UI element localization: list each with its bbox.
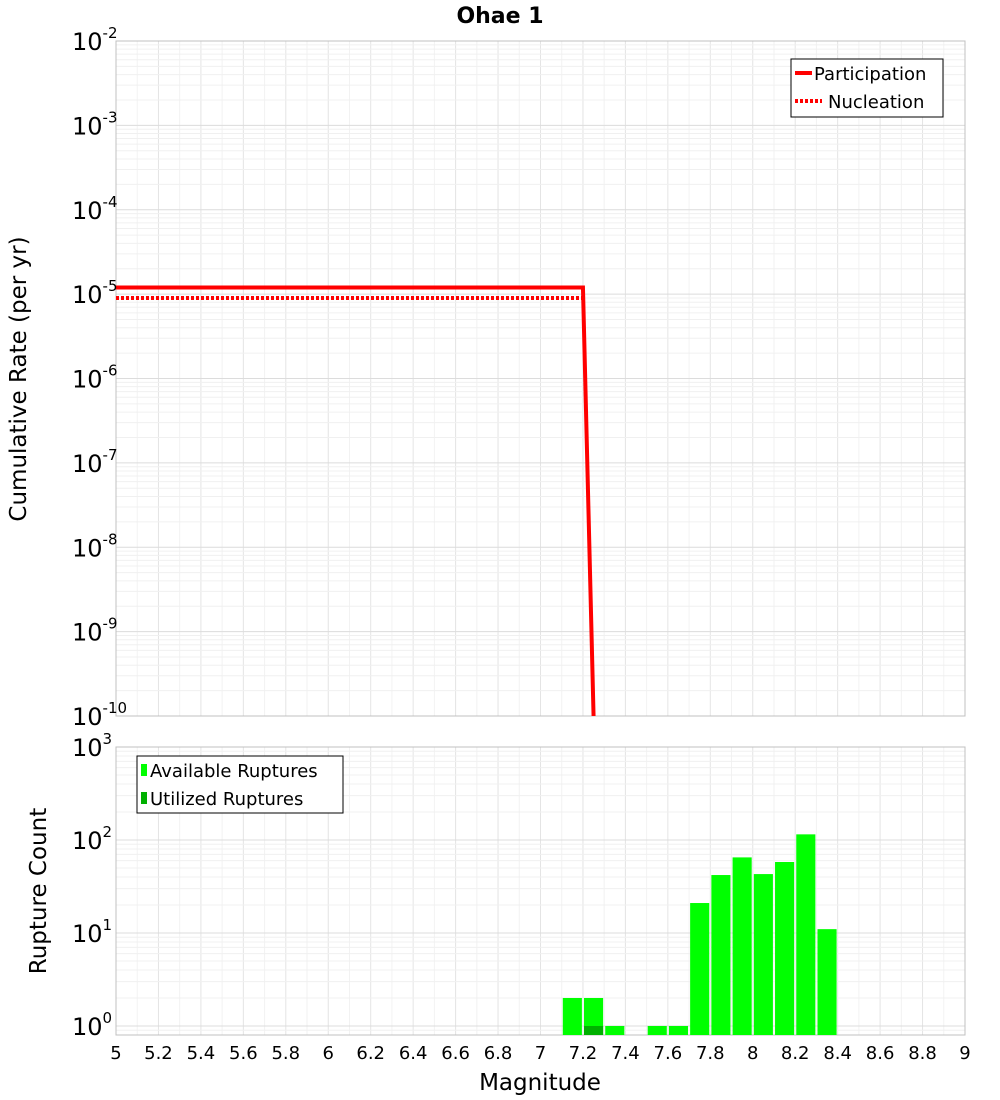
x-tick-label: 7.2 [569,1043,598,1064]
available-rupture-bar [647,1025,667,1035]
x-tick-label: 6.6 [441,1043,470,1064]
available-ruptures-legend-label: Available Ruptures [150,761,318,782]
available-rupture-bar [711,875,731,1035]
x-tick-label: 6.2 [356,1043,385,1064]
x-tick-label: 8.8 [908,1043,937,1064]
bottom-legend: Available Ruptures Utilized Ruptures [136,755,344,814]
bottom-plot-bars [562,834,837,1035]
x-tick-label: 5.2 [144,1043,173,1064]
top-y-tick-label: 10-3 [72,108,118,140]
top-y-axis-label: Cumulative Rate (per yr) [6,236,32,521]
x-tick-label: 8.6 [866,1043,895,1064]
x-tick-label: 7.8 [696,1043,725,1064]
x-tick-label: 5 [110,1043,121,1064]
available-rupture-bar [753,874,773,1035]
x-axis-ticks: 5 5.2 5.4 5.6 5.8 6 6.2 6.4 6.6 6.8 7 7.2 7.4 7.6 7.8 8… [110,1043,970,1064]
bottom-y-axis-label: Rupture Count [26,808,52,974]
available-rupture-bar [668,1025,689,1035]
x-tick-label: 6.8 [484,1043,513,1064]
available-rupture-bar [796,834,816,1035]
available-rupture-bar [775,861,795,1035]
top-legend: Participation Nucleation [790,58,944,118]
top-y-tick-label: 10-7 [72,446,118,478]
x-tick-label: 5.6 [229,1043,258,1064]
top-y-tick-label: 10-5 [72,277,118,309]
utilized-ruptures-legend-label: Utilized Ruptures [150,789,303,810]
bottom-y-tick-label: 101 [72,916,112,948]
bottom-plot-y-ticks: 100 101 102 103 [72,730,112,1041]
top-y-tick-label: 10-10 [72,699,127,731]
x-tick-label: 6 [323,1043,334,1064]
x-tick-label: 7 [535,1043,546,1064]
x-tick-label: 7.6 [654,1043,683,1064]
top-y-tick-label: 10-9 [72,615,118,647]
participation-line [116,285,596,717]
available-rupture-bar [605,1025,625,1035]
top-y-tick-label: 10-6 [72,362,118,394]
available-rupture-bar [562,997,582,1035]
bottom-plot-frame [115,746,966,1036]
top-plot-y-ticks: 10-10 10-9 10-8 10-7 10-6 10-5 10-4 10-3 10-2 [72,24,127,731]
x-tick-label: 8 [747,1043,758,1064]
bottom-y-tick-label: 100 [72,1009,112,1041]
top-legend-box [790,58,944,118]
available-ruptures-legend-swatch [141,764,147,776]
participation-legend-label: Participation [814,64,926,85]
top-plot-gridlines [115,41,966,717]
x-tick-label: 5.8 [271,1043,300,1064]
top-plot-series [116,285,596,717]
x-tick-label: 9 [959,1043,970,1064]
top-y-tick-label: 10-8 [72,530,118,562]
x-tick-label: 5.4 [187,1043,216,1064]
chart-title: Ohae 1 [456,4,543,29]
available-rupture-bar [817,929,837,1035]
x-tick-label: 8.4 [823,1043,852,1064]
top-y-tick-label: 10-2 [72,24,118,56]
available-rupture-bar [690,903,710,1035]
x-tick-label: 6.4 [399,1043,428,1064]
x-tick-label: 7.4 [611,1043,640,1064]
bottom-y-tick-label: 102 [72,823,112,855]
x-axis-label: Magnitude [479,1070,601,1096]
top-plot-frame [115,40,966,717]
bottom-legend-box [136,755,344,814]
available-rupture-bar [584,997,604,1035]
utilized-rupture-bar [584,1025,604,1035]
x-tick-label: 8.2 [781,1043,810,1064]
utilized-ruptures-legend-swatch [141,792,147,804]
nucleation-legend-label: Nucleation [828,92,924,113]
available-rupture-bar [732,857,752,1035]
top-y-tick-label: 10-4 [72,193,118,225]
bottom-y-tick-label: 103 [72,730,112,762]
